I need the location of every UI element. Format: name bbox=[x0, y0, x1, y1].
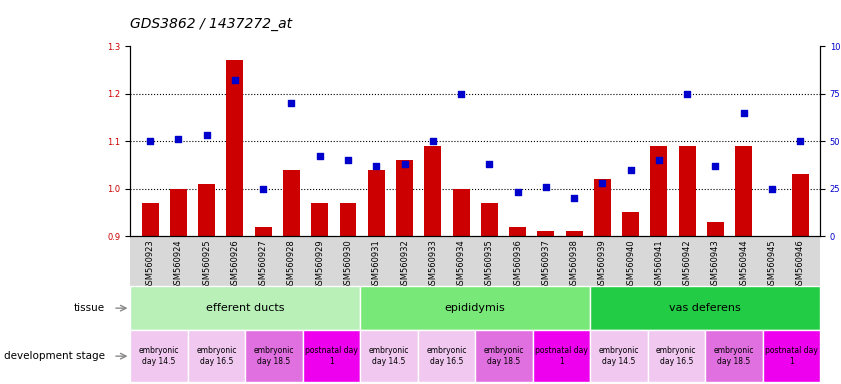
Point bbox=[652, 157, 665, 163]
Text: epididymis: epididymis bbox=[445, 303, 505, 313]
Point bbox=[369, 163, 383, 169]
Text: embryonic
day 16.5: embryonic day 16.5 bbox=[196, 346, 237, 366]
Bar bbox=[396, 160, 413, 236]
Text: efferent ducts: efferent ducts bbox=[206, 303, 284, 313]
Text: embryonic
day 14.5: embryonic day 14.5 bbox=[599, 346, 639, 366]
Text: embryonic
day 16.5: embryonic day 16.5 bbox=[656, 346, 696, 366]
Bar bbox=[679, 146, 696, 236]
Point bbox=[341, 157, 355, 163]
Text: development stage: development stage bbox=[4, 351, 105, 361]
Point bbox=[680, 91, 694, 97]
Bar bbox=[283, 170, 300, 236]
Text: embryonic
day 14.5: embryonic day 14.5 bbox=[368, 346, 410, 366]
Bar bbox=[340, 203, 357, 236]
Point bbox=[539, 184, 553, 190]
Text: postnatal day
1: postnatal day 1 bbox=[764, 346, 817, 366]
Bar bbox=[170, 189, 187, 236]
Bar bbox=[425, 146, 442, 236]
Point bbox=[483, 161, 496, 167]
Bar bbox=[141, 203, 159, 236]
Text: vas deferens: vas deferens bbox=[669, 303, 741, 313]
Text: postnatal day
1: postnatal day 1 bbox=[535, 346, 588, 366]
Bar bbox=[509, 227, 526, 236]
Point bbox=[454, 91, 468, 97]
Point bbox=[510, 189, 524, 195]
Point bbox=[426, 138, 440, 144]
Text: embryonic
day 18.5: embryonic day 18.5 bbox=[484, 346, 524, 366]
Text: embryonic
day 18.5: embryonic day 18.5 bbox=[254, 346, 294, 366]
Bar bbox=[255, 227, 272, 236]
Bar bbox=[735, 146, 752, 236]
Point bbox=[285, 100, 299, 106]
Text: GDS3862 / 1437272_at: GDS3862 / 1437272_at bbox=[130, 17, 293, 31]
Point bbox=[793, 138, 807, 144]
Bar bbox=[791, 174, 809, 236]
Point bbox=[313, 153, 326, 159]
Text: tissue: tissue bbox=[74, 303, 105, 313]
Text: embryonic
day 16.5: embryonic day 16.5 bbox=[426, 346, 467, 366]
Bar bbox=[622, 212, 639, 236]
Bar bbox=[311, 203, 328, 236]
Bar bbox=[481, 203, 498, 236]
Point bbox=[595, 180, 609, 186]
Point bbox=[257, 185, 270, 192]
Bar bbox=[594, 179, 611, 236]
Point bbox=[172, 136, 185, 142]
Text: postnatal day
1: postnatal day 1 bbox=[305, 346, 358, 366]
Point bbox=[398, 161, 411, 167]
Point bbox=[568, 195, 581, 201]
Bar bbox=[707, 222, 724, 236]
Bar bbox=[537, 232, 554, 236]
Bar bbox=[198, 184, 215, 236]
Point bbox=[737, 109, 750, 116]
Bar bbox=[452, 189, 469, 236]
Point bbox=[765, 185, 779, 192]
Point bbox=[624, 167, 637, 173]
Point bbox=[200, 132, 214, 139]
Point bbox=[144, 138, 157, 144]
Bar bbox=[368, 170, 384, 236]
Bar bbox=[566, 232, 583, 236]
Bar bbox=[650, 146, 668, 236]
Text: embryonic
day 18.5: embryonic day 18.5 bbox=[713, 346, 754, 366]
Point bbox=[709, 163, 722, 169]
Text: embryonic
day 14.5: embryonic day 14.5 bbox=[139, 346, 179, 366]
Bar bbox=[226, 60, 243, 236]
Point bbox=[228, 77, 241, 83]
